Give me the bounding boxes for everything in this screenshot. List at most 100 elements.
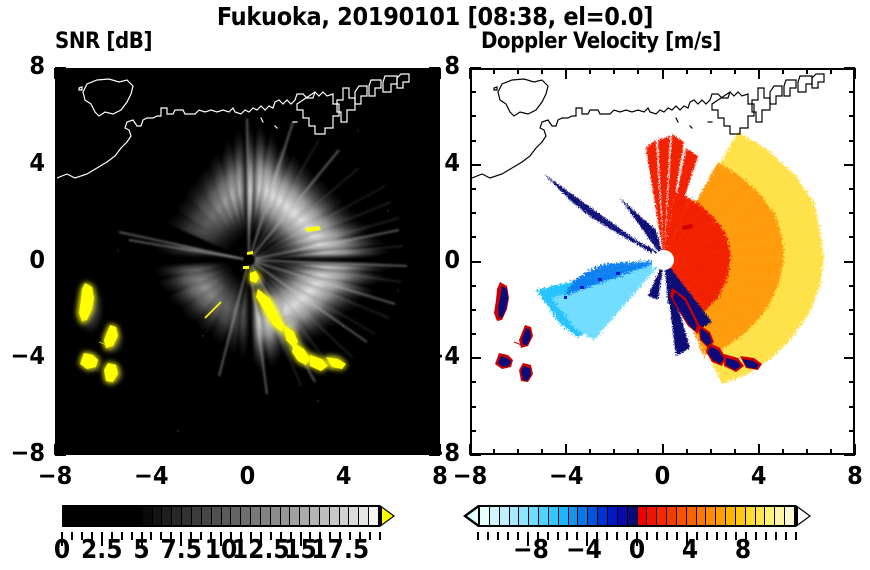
xtick-snr-minor-top — [174, 68, 177, 74]
colorbar-doppler-tick — [586, 532, 589, 546]
ytick-snr-major-right — [429, 357, 440, 360]
ytick-snr-minor-left — [55, 429, 61, 432]
colorbar-doppler-swatch — [617, 507, 628, 525]
xtick-dop-minor-bottom — [637, 449, 640, 455]
colorbar-doppler-tick — [636, 532, 638, 546]
ytick-snr-minor-right — [434, 187, 440, 190]
colorbar-doppler-tick — [745, 532, 748, 546]
colorbar-snr-tick — [90, 532, 93, 540]
ytick-dop-major-left — [470, 260, 481, 263]
xtick-snr-minor-bottom — [102, 449, 105, 455]
ytick-dop-minor-left — [470, 115, 476, 118]
plot-doppler[interactable] — [470, 68, 855, 455]
xtick-snr-minor-bottom — [78, 449, 81, 455]
ytick-label-snr-2: 0 — [29, 244, 45, 274]
ytick-dop-minor-right — [849, 429, 855, 432]
xtick-label-dop-0: −8 — [452, 461, 488, 490]
colorbar-snr-tick-label: 0 — [53, 535, 71, 565]
xtick-snr-minor-top — [294, 68, 297, 74]
colorbar-snr-swatch — [182, 507, 192, 525]
colorbar-doppler-tick — [566, 532, 569, 540]
colorbar-snr-swatch — [349, 507, 360, 525]
colorbar-doppler-swatch — [558, 507, 569, 525]
colorbar-snr-tick — [210, 532, 213, 540]
ytick-dop-minor-left — [470, 284, 476, 287]
xtick-label-snr-4: 8 — [432, 461, 448, 490]
colorbar-doppler-swatch — [726, 507, 736, 525]
xtick-dop-major-top — [854, 68, 856, 79]
colorbar-snr-swatch — [319, 507, 330, 525]
colorbar-doppler-swatch — [519, 507, 530, 525]
ytick-label-snr-0: 8 — [29, 51, 45, 80]
colorbar-snr[interactable] — [61, 505, 395, 546]
colorbar-doppler-tick — [526, 532, 529, 546]
colorbar-snr-tick — [369, 532, 372, 540]
colorbar-snr-tick — [180, 532, 183, 546]
xtick-snr-minor-bottom — [174, 449, 177, 455]
colorbar-doppler-tick — [546, 532, 549, 540]
colorbar-doppler-swatch — [637, 507, 648, 525]
ytick-dop-minor-right — [849, 91, 855, 94]
colorbar-doppler-swatch — [785, 507, 794, 525]
ytick-snr-minor-right — [434, 284, 440, 287]
ytick-snr-minor-right — [434, 115, 440, 118]
colorbar-snr-swatch — [132, 507, 143, 525]
ytick-dop-minor-left — [470, 333, 476, 336]
xtick-dop-minor-bottom — [589, 449, 592, 455]
colorbar-snr-tick — [319, 532, 322, 540]
colorbar-doppler-tick — [755, 532, 758, 540]
xtick-dop-minor-top — [781, 68, 784, 74]
colorbar-snr-swatch — [123, 507, 133, 525]
ytick-dop-minor-left — [470, 405, 476, 408]
ytick-dop-minor-right — [849, 284, 855, 287]
ytick-snr-major-left — [55, 357, 66, 360]
colorbar-doppler-swatch — [480, 507, 490, 525]
colorbar-snr-tick-label: 17.5 — [311, 535, 370, 565]
colorbar-snr-tick — [239, 532, 242, 540]
xtick-snr-minor-top — [414, 68, 417, 74]
ytick-dop-minor-right — [849, 139, 855, 142]
xtick-label-snr-0: −8 — [37, 461, 73, 490]
ytick-label-snr-4: −8 — [10, 438, 46, 467]
colorbar-doppler-tick — [695, 532, 698, 540]
colorbar-snr-swatch — [142, 507, 153, 525]
colorbar-snr-tick — [190, 532, 193, 540]
colorbar-doppler-tick — [516, 532, 519, 540]
colorbar-snr-tick — [200, 532, 203, 540]
ytick-label-dop-4: −8 — [425, 438, 461, 467]
xtick-snr-minor-top — [366, 68, 369, 74]
colorbar-doppler-tick — [685, 532, 688, 546]
xtick-snr-minor-top — [222, 68, 225, 74]
xtick-snr-minor-top — [102, 68, 105, 74]
snr-radar-image — [57, 70, 438, 453]
colorbar-doppler-tick — [616, 532, 619, 540]
ytick-dop-major-left — [470, 454, 481, 456]
xtick-snr-major-top — [439, 68, 441, 79]
colorbar-doppler-tick — [655, 532, 658, 540]
ytick-dop-major-right — [844, 163, 855, 166]
colorbar-doppler-tick — [705, 532, 708, 540]
colorbar-doppler[interactable] — [463, 505, 811, 546]
xtick-snr-major-bottom — [342, 444, 345, 455]
colorbar-snr-tick — [120, 532, 123, 540]
xtick-snr-minor-bottom — [126, 449, 129, 455]
panel-title-doppler: Doppler Velocity [m/s] — [481, 29, 721, 54]
colorbar-snr-ticks — [61, 532, 381, 546]
colorbar-doppler-tick — [606, 532, 609, 540]
xtick-label-dop-4: 8 — [847, 461, 863, 490]
xtick-snr-major-top — [246, 68, 249, 79]
ytick-snr-major-right — [429, 454, 440, 456]
ytick-snr-minor-right — [434, 212, 440, 215]
xtick-dop-minor-top — [709, 68, 712, 74]
ytick-dop-major-right — [844, 260, 855, 263]
colorbar-snr-tick — [160, 532, 163, 540]
ytick-dop-major-right — [844, 67, 855, 69]
colorbar-snr-swatch — [191, 507, 202, 525]
plot-snr[interactable] — [55, 68, 440, 455]
colorbar-snr-tick — [170, 532, 173, 540]
colorbar-doppler-swatch — [489, 507, 500, 525]
ytick-label-snr-3: −4 — [10, 341, 46, 371]
ytick-snr-minor-right — [434, 91, 440, 94]
xtick-dop-major-top — [661, 68, 664, 79]
colorbar-doppler-tick — [496, 532, 499, 540]
